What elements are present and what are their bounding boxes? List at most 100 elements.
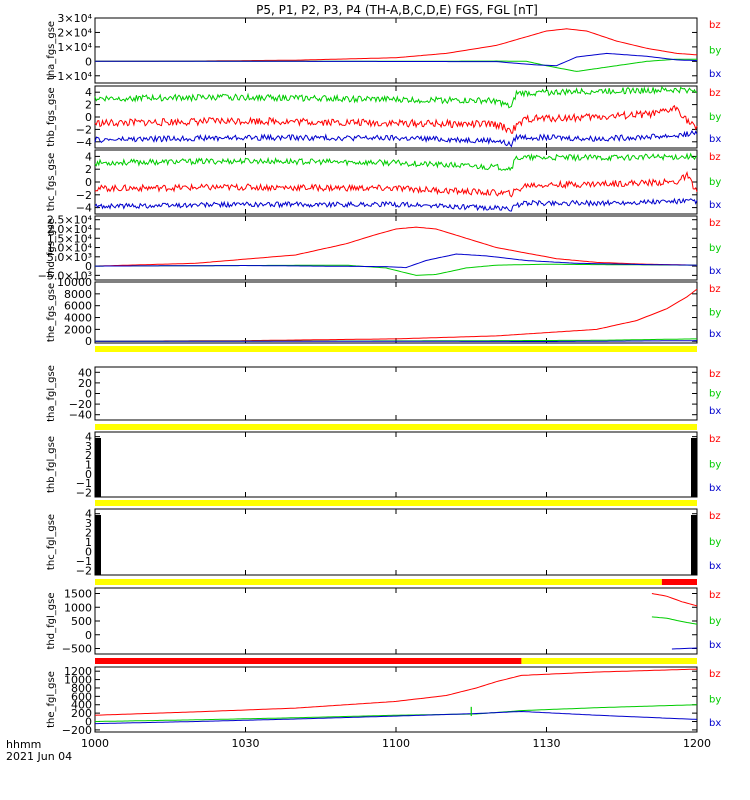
series-bx [94,197,698,212]
legend-bz: bz [709,88,721,99]
panel-thc_fgs_gse: 420−2−4 thc_fgs_gse bz by bx [46,149,721,215]
y-tick-label: 40 [78,366,92,379]
y-axis-label: thb_fgl_gse [46,436,57,493]
y-axis-label: the_fgl_gse [46,671,57,728]
y-tick-label: −5.0×10³ [38,269,92,282]
y-tick-label: 2.5×10⁴ [47,214,93,227]
series-bx [95,253,698,269]
series-by [95,704,698,722]
y-tick-label: 2000 [64,323,92,336]
y-tick-label: 600 [71,690,92,703]
y-tick-label: 3 [85,517,92,530]
y-tick-label: 5.0×10³ [47,251,92,264]
y-tick-label: −200 [62,724,92,737]
series-bz [94,226,698,267]
panel-frame [94,587,698,655]
legend-by: by [709,177,721,188]
legend-by: by [709,616,721,627]
y-tick-label: −2 [76,564,92,577]
panel-thb_fgs_gse: 420−2−4 thb_fgs_gse bz by bx [46,85,721,149]
panel-frame [94,666,698,733]
flag-bar-2 [95,424,697,430]
y-tick-label: 4 [85,431,92,444]
y-tick-label: 3 [85,440,92,453]
panel-frame [94,281,698,344]
y-tick-label: 800 [71,682,92,695]
y-tick-label: 2×10⁴ [57,26,92,39]
y-tick-label: 1 [85,536,92,549]
flag-segment [95,579,662,585]
y-tick-label: 0 [85,468,92,481]
y-tick-label: 0 [85,260,92,273]
series-bz [94,668,698,716]
x-axis: 1000 1030 1100 1130 1200 [81,737,711,750]
y-tick-label: −4 [76,136,92,149]
series-by [651,616,698,625]
y-tick-label: 4000 [64,312,92,325]
y-axis-label: thc_fgl_gse [46,514,57,570]
plot-title: P5, P1, P2, P3, P4 (TH-A,B,C,D,E) FGS, F… [256,3,538,17]
legend-by: by [709,389,721,400]
series-bx [95,52,698,67]
y-axis-label: the_fgs_gse [46,283,57,342]
y-tick-label: −4 [76,202,92,215]
flag-segment [95,500,697,506]
y-tick-label: 500 [71,615,92,628]
y-tick-label: 2 [85,527,92,540]
legend-by: by [709,695,721,706]
x-tick-label: 1000 [81,737,109,750]
flag-bars-group [95,346,697,664]
legend-by: by [709,308,721,319]
y-tick-label: 0 [85,545,92,558]
y-tick-label: 400 [71,699,92,712]
series-bz [94,104,698,134]
y-tick-label: 2 [85,163,92,176]
legend-by: by [709,537,721,548]
y-tick-label: 0 [85,55,92,68]
y-tick-label: −20 [69,398,92,411]
y-tick-label: −500 [62,643,92,656]
legend-bx: bx [709,69,721,80]
legend-bz: bz [709,152,721,163]
series-bx [94,129,698,148]
y-tick-label: −2 [76,123,92,136]
y-axis-label: thd_fgs_gse [46,218,57,277]
y-axis-label: thd_fgl_gse [46,593,57,650]
legend-bz: bz [709,669,721,680]
y-tick-label: 1500 [64,588,92,601]
y-axis-label: tha_fgs_gse [46,21,57,80]
y-tick-label: −1×10⁴ [48,70,92,83]
flag-bar-3 [95,500,697,506]
legend-bx: bx [709,134,721,145]
y-tick-label: 1×10⁴ [57,41,92,54]
y-tick-label: 0 [85,716,92,729]
series-bz [651,593,698,607]
series-bz [95,288,698,342]
legend-bz: bz [709,511,721,522]
series-by [94,152,698,172]
x-tick-label: 1200 [683,737,711,750]
legend-bz: bz [709,590,721,601]
y-tick-label: 0 [85,335,92,348]
y-tick-label: 2.0×10⁴ [47,223,93,236]
y-tick-label: 4 [85,150,92,163]
y-tick-label: 3×10⁴ [57,12,92,25]
edge-block-left [95,438,101,497]
y-tick-label: 4 [85,508,92,521]
flag-segment [521,658,697,664]
series-by [94,86,698,109]
y-axis-label: thc_fgs_gse [46,153,57,212]
legend-bx: bx [709,266,721,277]
y-tick-label: 1000 [64,674,92,687]
x-tick-label: 1130 [533,737,561,750]
time-format-label: hhmm [6,738,41,751]
panel-frame [94,85,698,149]
